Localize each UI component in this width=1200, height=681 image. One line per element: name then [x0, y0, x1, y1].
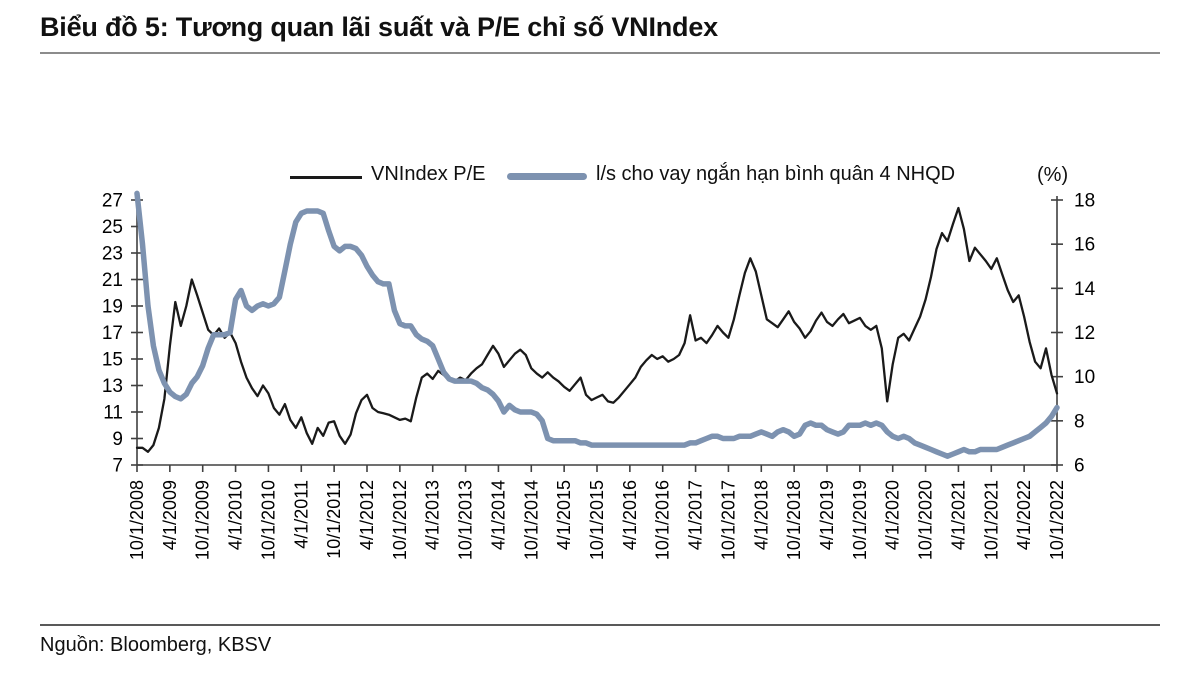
svg-text:10/1/2010: 10/1/2010: [258, 480, 278, 560]
legend-line-swatch-pe: [290, 176, 362, 179]
svg-text:25: 25: [102, 217, 123, 238]
svg-text:13: 13: [102, 376, 123, 397]
svg-text:4/1/2012: 4/1/2012: [357, 480, 377, 550]
svg-text:4/1/2018: 4/1/2018: [751, 480, 771, 550]
svg-text:9: 9: [112, 429, 123, 450]
svg-text:4/1/2022: 4/1/2022: [1014, 480, 1034, 550]
svg-text:6: 6: [1074, 456, 1085, 477]
svg-text:10/1/2017: 10/1/2017: [718, 480, 738, 560]
right-axis-unit-label: (%): [1037, 164, 1069, 186]
legend-line-swatch-rate: [507, 173, 587, 180]
svg-text:10/1/2011: 10/1/2011: [324, 480, 344, 559]
svg-text:10/1/2014: 10/1/2014: [521, 480, 541, 560]
svg-text:27: 27: [102, 191, 123, 212]
svg-text:15: 15: [102, 350, 123, 371]
svg-text:23: 23: [102, 244, 123, 265]
footer-divider: [40, 624, 1160, 626]
legend-label-rate: l/s cho vay ngắn hạn bình quân 4 NHQD: [596, 163, 956, 185]
svg-text:12: 12: [1074, 323, 1095, 344]
svg-text:10/1/2009: 10/1/2009: [193, 480, 213, 560]
svg-text:21: 21: [102, 270, 123, 291]
svg-text:10/1/2018: 10/1/2018: [784, 480, 804, 560]
svg-text:4/1/2016: 4/1/2016: [620, 480, 640, 550]
svg-text:16: 16: [1074, 235, 1095, 256]
svg-text:4/1/2009: 4/1/2009: [160, 480, 180, 550]
svg-text:10/1/2019: 10/1/2019: [850, 480, 870, 560]
svg-text:7: 7: [112, 456, 123, 477]
svg-text:8: 8: [1074, 411, 1085, 432]
svg-text:10/1/2020: 10/1/2020: [916, 480, 936, 560]
svg-text:4/1/2011: 4/1/2011: [291, 480, 311, 549]
chart-canvas: 7 9 11 13 15 17 19 21 23 25 27 6 8 10 12 14 16 18 10/1/200…: [102, 191, 1096, 561]
svg-text:10/1/2015: 10/1/2015: [587, 480, 607, 560]
svg-text:4/1/2021: 4/1/2021: [948, 480, 968, 550]
svg-text:4/1/2020: 4/1/2020: [883, 480, 903, 550]
svg-text:10: 10: [1074, 367, 1095, 388]
svg-text:10/1/2013: 10/1/2013: [456, 480, 476, 560]
svg-text:4/1/2015: 4/1/2015: [554, 480, 574, 550]
legend-label-pe: VNIndex P/E: [371, 163, 486, 185]
page-title: Biểu đồ 5: Tương quan lãi suất và P/E ch…: [40, 12, 1160, 54]
svg-text:4/1/2013: 4/1/2013: [423, 480, 443, 550]
svg-text:10/1/2022: 10/1/2022: [1047, 480, 1067, 560]
svg-text:14: 14: [1074, 279, 1096, 300]
source-note: Nguồn: Bloomberg, KBSV: [40, 634, 272, 656]
svg-text:10/1/2021: 10/1/2021: [981, 480, 1001, 560]
svg-text:18: 18: [1074, 191, 1095, 212]
svg-text:10/1/2016: 10/1/2016: [653, 480, 673, 560]
svg-text:10/1/2008: 10/1/2008: [127, 480, 147, 560]
svg-text:4/1/2014: 4/1/2014: [488, 480, 508, 550]
svg-text:17: 17: [102, 323, 123, 344]
svg-text:10/1/2012: 10/1/2012: [390, 480, 410, 560]
svg-text:4/1/2019: 4/1/2019: [817, 480, 837, 550]
svg-text:4/1/2017: 4/1/2017: [686, 480, 706, 550]
svg-text:11: 11: [103, 403, 123, 424]
svg-text:4/1/2010: 4/1/2010: [226, 480, 246, 550]
svg-text:19: 19: [102, 297, 123, 318]
